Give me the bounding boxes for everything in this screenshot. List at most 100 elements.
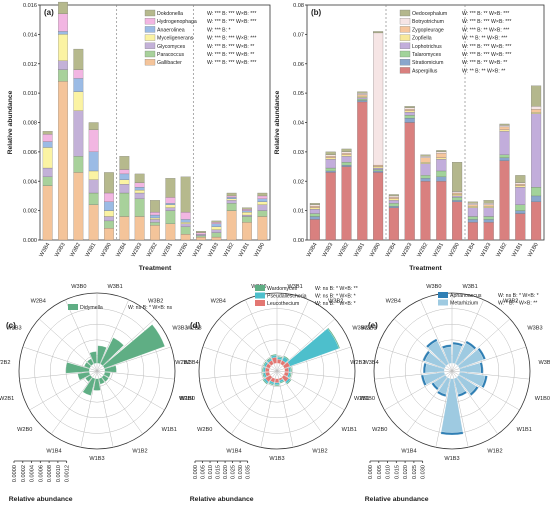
legend-label: Botryotrichum bbox=[412, 19, 444, 25]
bar-segment-stratiomicium-w3b4 bbox=[309, 216, 320, 220]
bar-segment-zopfiella-w3b3 bbox=[325, 157, 336, 160]
polar-spoke bbox=[451, 346, 527, 372]
legend-swatch bbox=[399, 18, 411, 25]
bar-segment-gallibacter-w2b1 bbox=[165, 223, 176, 241]
bar-segment-lophotrichus-w3b4 bbox=[309, 209, 320, 214]
legend-label: Lophotrichus bbox=[412, 44, 442, 50]
y-tick-label: 0.014 bbox=[23, 32, 37, 38]
legend-label: Metarhizium bbox=[450, 301, 478, 307]
bar-segment-myceligenerans-w3b0 bbox=[104, 210, 114, 217]
bar-segment-lophotrichus-w3b0 bbox=[373, 167, 384, 170]
bar-segment-zygopleurage-w3b4 bbox=[309, 206, 320, 208]
polar-spoke bbox=[245, 299, 278, 372]
bar-segment-stratiomicium-w2b1 bbox=[436, 176, 447, 182]
bar-segment-stratiomicium-w3b2 bbox=[341, 164, 352, 167]
polar-spoke bbox=[276, 346, 352, 372]
bar-segment-anaerolinea-w3b4 bbox=[42, 141, 53, 148]
bar-segment-myceligenerans-w1b2 bbox=[226, 198, 237, 201]
bar-segment-aspergillus-w2b0 bbox=[452, 201, 463, 241]
bar-segment-stratiomicium-w1b3 bbox=[483, 219, 494, 223]
bar-segment-stratiomicium-w3b1 bbox=[357, 100, 368, 103]
y-tick-label: 0.04 bbox=[293, 121, 304, 127]
bar-segment-paracoccus-w1b4 bbox=[196, 235, 206, 238]
polar-bar-aphanoascus-w1b2 bbox=[457, 390, 467, 397]
bar-segment-lophotrichus-w1b1 bbox=[515, 187, 526, 205]
x-tick-label: W2B1 bbox=[161, 242, 174, 258]
legend-stats: W: *** B: *** W×B: *** bbox=[207, 60, 256, 66]
bar-segment-zopfiella-w1b2 bbox=[499, 129, 510, 132]
bar-segment-oedocephalum-w1b0 bbox=[531, 85, 542, 107]
bar-segment-dokdonella-w1b4 bbox=[196, 231, 206, 233]
legend-stats: W: ns B: * W×B: ** bbox=[315, 286, 358, 292]
bar-segment-gallibacter-w3b1 bbox=[88, 204, 99, 241]
polar-bar-wardomyces-w3b3 bbox=[327, 327, 341, 349]
y-tick-label: 0.05 bbox=[293, 91, 304, 97]
bar-segment-glycomyces-w3b3 bbox=[58, 60, 68, 70]
bar-segment-hydrogenophaga-w2b0 bbox=[180, 211, 191, 220]
legend-label: Oedocephalum bbox=[412, 11, 447, 17]
polar-category-label: W3B2 bbox=[328, 299, 343, 305]
polar-category-label: W3B1 bbox=[462, 284, 477, 290]
bar-segment-aspergillus-w3b1 bbox=[357, 101, 368, 241]
bar-segment-zygopleurage-w3b2 bbox=[341, 153, 352, 155]
radial-tick-label: 0.0012 bbox=[65, 465, 71, 482]
polar-spoke bbox=[451, 370, 499, 435]
bar-segment-stratiomicium-w3b0 bbox=[373, 170, 384, 173]
bar-segment-myceligenerans-w3b4 bbox=[42, 147, 53, 169]
legend-stats: W: ** B: ** W×B: ** bbox=[462, 68, 505, 74]
polar-category-label: W3B3 bbox=[527, 326, 542, 332]
radial-tick-label: 0.0006 bbox=[38, 465, 44, 482]
radial-tick-label: 0.005 bbox=[377, 465, 383, 479]
bar-segment-lophotrichus-w2b3 bbox=[404, 112, 415, 116]
bar-segment-hydrogenophaga-w3b2 bbox=[73, 69, 84, 79]
polar-category-label: W1B3 bbox=[444, 456, 459, 462]
bar-segment-glycomyces-w2b3 bbox=[134, 192, 145, 199]
bar-segment-stratiomicium-w1b1 bbox=[515, 210, 526, 214]
panel-c: W3B1 W3B2 W3B3 W3B4 W1B0 W1B1 W1B2 W1B3 W1B4 W2B0… bbox=[0, 284, 199, 503]
legend-stats: W: *** B: *** W×B: *** bbox=[462, 19, 511, 25]
bar-segment-botryotrichum-w2b2 bbox=[420, 156, 431, 158]
bar-segment-gallibacter-w1b0 bbox=[257, 216, 268, 241]
bar-segment-hydrogenophaga-w1b3 bbox=[211, 222, 222, 224]
legend-stats: W: *** B: *** W×B: *** bbox=[462, 52, 511, 58]
polar-bar-aphanoascus-w1b0 bbox=[481, 375, 488, 389]
bar-segment-aspergillus-w3b3 bbox=[325, 172, 336, 241]
polar-bar-leucothecium-w1b3 bbox=[274, 378, 280, 383]
bar-segment-myceligenerans-w1b1 bbox=[242, 211, 252, 216]
bar-segment-talaromyces-w1b1 bbox=[515, 204, 526, 211]
polar-bar-aphanoascus-w2b4 bbox=[426, 338, 438, 348]
bar-segment-botryotrichum-w1b2 bbox=[499, 125, 510, 128]
radial-tick-label: 0.035 bbox=[246, 465, 252, 479]
legend-label: Aphanoascus bbox=[450, 293, 482, 299]
bar-segment-zygopleurage-w1b1 bbox=[515, 184, 526, 186]
bar-segment-botryotrichum-w2b1 bbox=[436, 151, 447, 154]
bar-segment-paracoccus-w1b1 bbox=[242, 216, 252, 223]
bar-segment-myceligenerans-w2b4 bbox=[119, 179, 130, 185]
polar-bar-wardomyces-w1b3 bbox=[274, 384, 280, 386]
legend-swatch bbox=[144, 42, 156, 49]
legend-stats: W: *** B: ** W×B: *** bbox=[462, 27, 509, 33]
polar-category-label: W3B3 bbox=[352, 326, 367, 332]
bar-segment-oedocephalum-w2b1 bbox=[436, 150, 447, 152]
bar-segment-dokdonella-w2b0 bbox=[180, 176, 191, 213]
x-tick-label: W2B0 bbox=[177, 242, 190, 258]
bar-segment-dokdonella-w3b2 bbox=[73, 48, 84, 70]
x-tick-label: W3B1 bbox=[85, 242, 98, 258]
bar-segment-paracoccus-w1b2 bbox=[226, 203, 237, 211]
bar-segment-oedocephalum-w1b4 bbox=[467, 201, 478, 204]
x-tick-label: W2B0 bbox=[448, 242, 461, 258]
bar-segment-zygopleurage-w1b2 bbox=[499, 126, 510, 130]
polar-bar-aphanoascus-w1b3 bbox=[440, 431, 464, 436]
bar-segment-glycomyces-w3b4 bbox=[42, 167, 53, 177]
bar-segment-lophotrichus-w3b3 bbox=[325, 159, 336, 169]
legend-label: Zygopleurage bbox=[412, 27, 444, 33]
polar-category-label: W1B2 bbox=[132, 448, 147, 454]
polar-category-label: W2B2 bbox=[0, 360, 10, 366]
polar-category-label: W3B1 bbox=[287, 284, 302, 290]
bar-segment-oedocephalum-w2b3 bbox=[404, 106, 415, 108]
polar-spoke bbox=[276, 370, 294, 448]
legend-label: Anaerolinea bbox=[157, 27, 185, 33]
bar-segment-paracoccus-w2b4 bbox=[119, 192, 130, 217]
polar-bar-wardomyces-w3b4 bbox=[290, 366, 292, 373]
bar-segment-dokdonella-w1b2 bbox=[226, 192, 237, 197]
